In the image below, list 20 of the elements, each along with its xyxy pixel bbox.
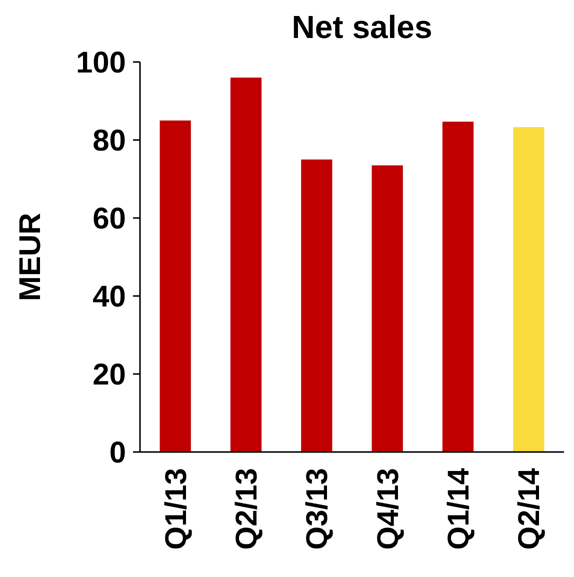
bar (230, 78, 262, 452)
y-tick-label: 100 (76, 46, 126, 80)
x-tick-label: Q2/13 (230, 468, 264, 550)
bar (513, 127, 544, 452)
bar (372, 165, 403, 452)
y-tick-label: 80 (92, 124, 126, 158)
chart-title: Net sales (292, 9, 432, 45)
bar (442, 122, 474, 452)
x-tick-label: Q1/13 (160, 468, 193, 550)
y-tick-label: 0 (109, 436, 126, 470)
bar (160, 120, 191, 452)
x-tick-label: Q4/13 (372, 468, 405, 550)
x-tick-label: Q2/14 (513, 468, 546, 550)
bar (301, 160, 332, 452)
y-tick-label: 60 (92, 202, 126, 236)
y-axis-title: MEUR (14, 212, 47, 302)
y-tick-label: 20 (92, 358, 126, 392)
x-tick-label: Q3/13 (301, 468, 334, 550)
x-tick-label: Q1/14 (442, 468, 476, 550)
y-tick-label: 40 (92, 280, 126, 314)
